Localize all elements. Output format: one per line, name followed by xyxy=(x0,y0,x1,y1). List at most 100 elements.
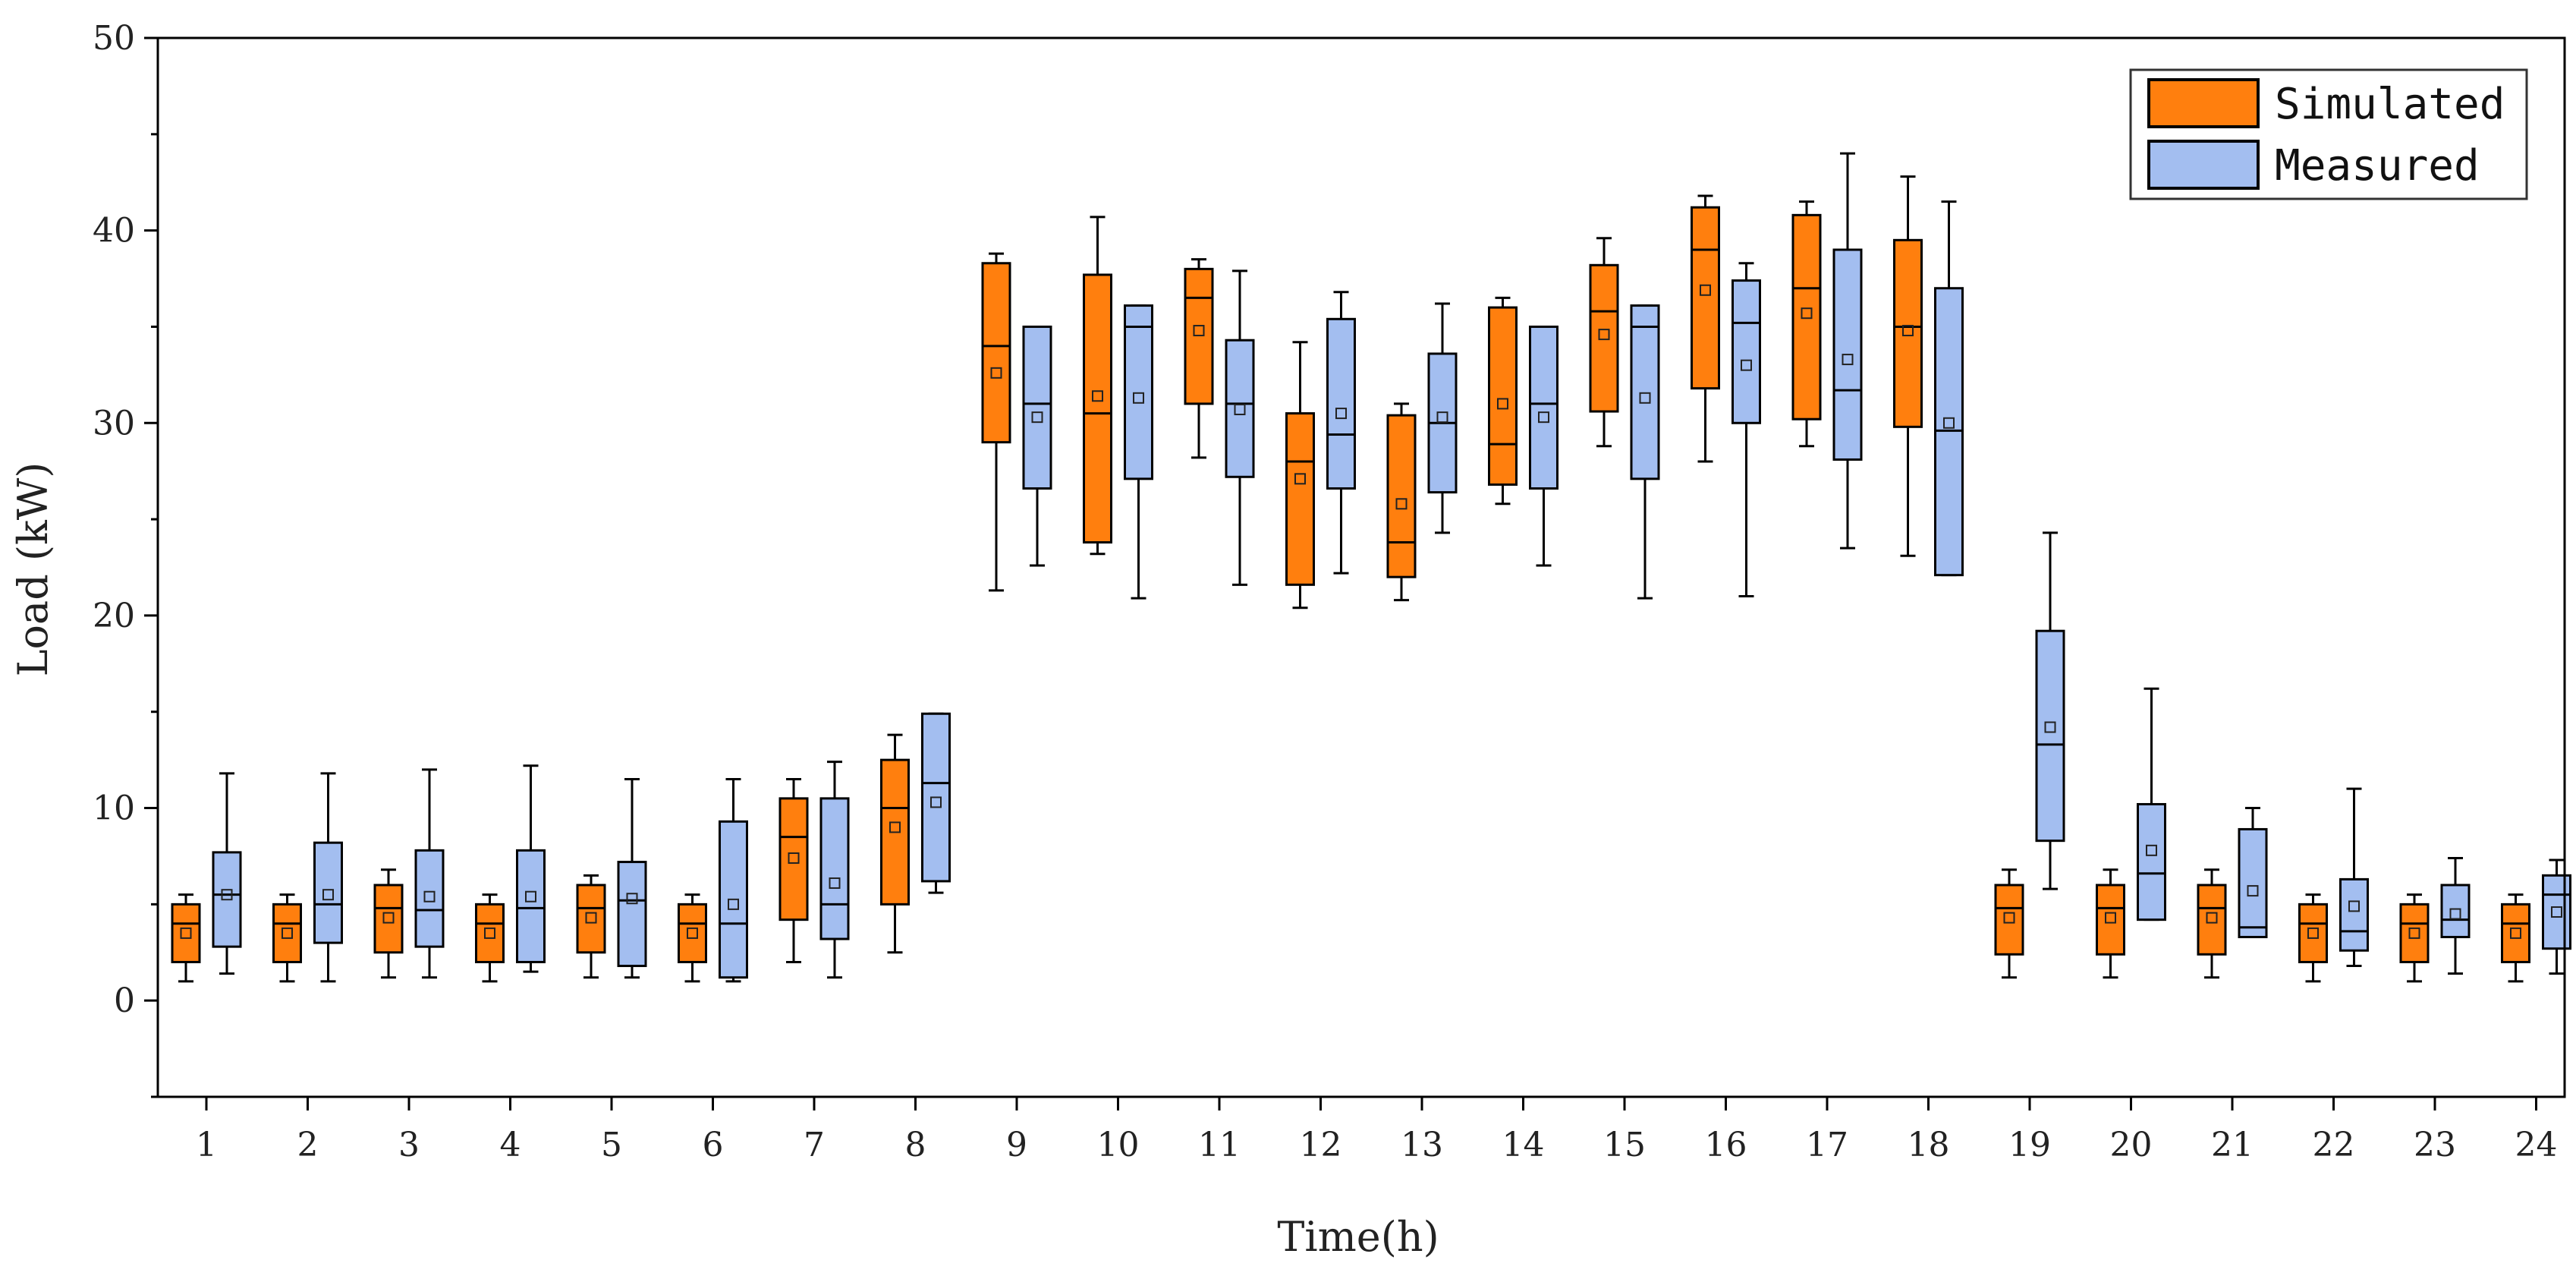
simulated-box-5 xyxy=(576,874,606,979)
simulated-mean-marker xyxy=(585,912,597,924)
x-tick-label: 19 xyxy=(2008,1126,2051,1164)
measured-box-15 xyxy=(1630,304,1660,600)
simulated-iqr-box xyxy=(981,262,1011,444)
measured-box-18 xyxy=(1934,200,1964,577)
measured-box-6 xyxy=(719,778,748,983)
simulated-box-1 xyxy=(171,893,201,983)
y-axis: 0 10 20 30 40 50 xyxy=(93,19,158,1098)
measured-box-14 xyxy=(1529,325,1558,567)
x-tick-label: 18 xyxy=(1908,1126,1950,1164)
x-tick-label: 13 xyxy=(1401,1126,1443,1164)
measured-mean-marker xyxy=(322,889,334,901)
simulated-box-12 xyxy=(1285,341,1315,610)
x-tick-label: 7 xyxy=(804,1126,825,1164)
simulated-box-9 xyxy=(981,252,1011,592)
x-tick-label: 2 xyxy=(297,1126,319,1164)
simulated-mean-marker xyxy=(990,367,1002,379)
measured-box-16 xyxy=(1731,262,1761,598)
simulated-box-21 xyxy=(2197,868,2227,979)
simulated-mean-marker xyxy=(1294,473,1306,485)
x-tick-label: 14 xyxy=(1502,1126,1545,1164)
simulated-mean-marker xyxy=(1497,398,1508,410)
simulated-box-13 xyxy=(1386,402,1417,602)
x-tick-label: 8 xyxy=(905,1126,926,1164)
measured-mean-marker xyxy=(2146,844,2157,856)
simulated-mean-marker xyxy=(1902,325,1914,337)
y-tick-label: 20 xyxy=(93,597,135,635)
simulated-iqr-box xyxy=(373,884,404,954)
simulated-mean-marker xyxy=(1395,498,1408,510)
measured-box-22 xyxy=(2339,787,2369,968)
measured-box-23 xyxy=(2440,856,2471,975)
simulated-mean-marker xyxy=(687,927,698,939)
simulated-mean-marker xyxy=(382,912,395,924)
simulated-box-3 xyxy=(373,868,404,979)
measured-iqr-box xyxy=(617,861,647,968)
simulated-iqr-box xyxy=(1184,267,1214,405)
x-tick-label: 21 xyxy=(2211,1126,2254,1164)
measured-mean-marker xyxy=(626,893,638,905)
measured-mean-marker xyxy=(2044,721,2056,733)
measured-iqr-box xyxy=(516,849,546,963)
measured-box-21 xyxy=(2238,807,2268,938)
measured-box-7 xyxy=(819,761,850,979)
simulated-box-6 xyxy=(678,893,707,983)
x-tick-label: 9 xyxy=(1006,1126,1027,1164)
simulated-box-2 xyxy=(272,893,302,983)
simulated-iqr-box xyxy=(1994,884,2024,956)
measured-mean-marker xyxy=(525,890,536,903)
measured-iqr-box xyxy=(1529,325,1558,490)
measured-box-11 xyxy=(1225,269,1255,586)
simulated-mean-marker xyxy=(2408,927,2420,939)
x-tick-label: 24 xyxy=(2515,1126,2558,1164)
measured-iqr-box xyxy=(313,841,343,944)
x-axis: 1 2 3 4 5 6 7 8 9 10 11 12 13 14 15 16 17 18 19 20 21 22 23 24 xyxy=(196,1097,2558,1164)
simulated-iqr-box xyxy=(1083,273,1112,544)
simulated-mean-marker xyxy=(2105,912,2116,924)
measured-box-1 xyxy=(212,772,242,975)
simulated-mean-marker xyxy=(180,927,192,939)
simulated-iqr-box xyxy=(1893,238,1923,428)
simulated-iqr-box xyxy=(2399,903,2430,963)
y-tick-label: 0 xyxy=(114,981,135,1020)
simulated-iqr-box xyxy=(2298,903,2328,963)
simulated-iqr-box xyxy=(1488,306,1518,486)
simulated-mean-marker xyxy=(788,852,800,864)
simulated-mean-marker xyxy=(2003,912,2015,924)
simulated-box-11 xyxy=(1184,258,1214,459)
simulated-box-22 xyxy=(2298,893,2328,983)
measured-mean-marker xyxy=(423,890,436,903)
x-tick-label: 11 xyxy=(1198,1126,1241,1164)
simulated-box-18 xyxy=(1893,175,1923,557)
measured-mean-marker xyxy=(930,796,942,808)
x-tick-label: 10 xyxy=(1097,1126,1140,1164)
simulated-mean-marker xyxy=(2307,927,2319,939)
measured-iqr-box xyxy=(2542,874,2571,950)
measured-mean-marker xyxy=(2247,885,2259,897)
measured-iqr-box xyxy=(2440,884,2471,938)
measured-mean-marker xyxy=(1842,354,1854,366)
measured-iqr-box xyxy=(2339,877,2369,952)
measured-mean-marker xyxy=(2551,906,2562,918)
measured-mean-marker xyxy=(2348,900,2360,912)
measured-iqr-box xyxy=(1630,304,1660,480)
measured-mean-marker xyxy=(2449,908,2461,920)
measured-mean-marker xyxy=(728,898,739,910)
measured-iqr-box xyxy=(2137,802,2166,921)
simulated-iqr-box xyxy=(778,797,809,921)
simulated-iqr-box xyxy=(2197,884,2227,956)
simulated-iqr-box xyxy=(1691,206,1720,390)
simulated-box-10 xyxy=(1083,216,1112,556)
simulated-mean-marker xyxy=(282,927,293,939)
measured-iqr-box xyxy=(2238,827,2268,938)
measured-iqr-box xyxy=(819,797,850,940)
simulated-mean-marker xyxy=(1193,325,1205,337)
measured-mean-marker xyxy=(1133,392,1144,404)
measured-mean-marker xyxy=(1031,411,1043,424)
simulated-iqr-box xyxy=(1386,414,1417,578)
simulated-mean-marker xyxy=(1801,307,1813,320)
y-tick-label: 40 xyxy=(93,212,135,250)
simulated-box-15 xyxy=(1589,237,1619,448)
measured-box-3 xyxy=(414,768,445,979)
